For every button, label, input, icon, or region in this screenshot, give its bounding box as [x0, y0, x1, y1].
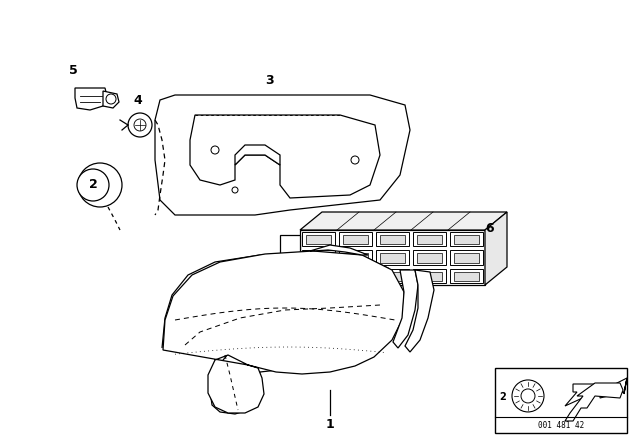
- Polygon shape: [565, 378, 627, 406]
- Bar: [302, 232, 335, 246]
- Bar: [302, 250, 335, 265]
- Bar: [495, 368, 627, 433]
- Bar: [343, 253, 368, 263]
- Circle shape: [521, 389, 535, 403]
- Bar: [339, 269, 372, 283]
- Text: 4: 4: [134, 94, 142, 107]
- Circle shape: [134, 119, 146, 131]
- Bar: [300, 230, 485, 285]
- Text: 1: 1: [326, 418, 334, 431]
- Text: 6: 6: [486, 221, 494, 234]
- Circle shape: [106, 94, 116, 104]
- Bar: [454, 253, 479, 263]
- Bar: [413, 269, 446, 283]
- Circle shape: [128, 113, 152, 137]
- Bar: [454, 235, 479, 244]
- Polygon shape: [75, 88, 107, 110]
- Circle shape: [77, 169, 109, 201]
- Bar: [376, 250, 409, 265]
- Text: 3: 3: [266, 73, 275, 86]
- Bar: [376, 269, 409, 283]
- Bar: [380, 235, 405, 244]
- Bar: [280, 235, 300, 275]
- Bar: [376, 232, 409, 246]
- Bar: [306, 253, 331, 263]
- Bar: [380, 271, 405, 281]
- Bar: [417, 253, 442, 263]
- Polygon shape: [190, 115, 380, 198]
- Circle shape: [512, 380, 544, 412]
- Polygon shape: [162, 252, 402, 414]
- Polygon shape: [155, 95, 410, 215]
- Bar: [450, 250, 483, 265]
- Polygon shape: [405, 270, 434, 352]
- Circle shape: [351, 156, 359, 164]
- Text: 5: 5: [68, 64, 77, 77]
- Circle shape: [78, 163, 122, 207]
- Bar: [343, 271, 368, 281]
- Bar: [450, 269, 483, 283]
- Polygon shape: [163, 251, 404, 413]
- Bar: [417, 271, 442, 281]
- Text: 2: 2: [500, 392, 506, 402]
- Bar: [339, 250, 372, 265]
- Polygon shape: [103, 91, 119, 108]
- Circle shape: [211, 146, 219, 154]
- Polygon shape: [393, 270, 418, 348]
- Bar: [450, 232, 483, 246]
- Bar: [380, 253, 405, 263]
- Polygon shape: [485, 212, 507, 285]
- Bar: [454, 271, 479, 281]
- Bar: [306, 235, 331, 244]
- Polygon shape: [235, 145, 280, 165]
- Text: 2: 2: [88, 178, 97, 191]
- Bar: [306, 271, 331, 281]
- Polygon shape: [565, 383, 623, 421]
- Bar: [417, 235, 442, 244]
- Bar: [343, 235, 368, 244]
- Text: 001 481 42: 001 481 42: [538, 421, 584, 430]
- Bar: [302, 269, 335, 283]
- Bar: [339, 232, 372, 246]
- Circle shape: [232, 187, 238, 193]
- Polygon shape: [310, 245, 368, 255]
- Bar: [413, 232, 446, 246]
- Bar: [413, 250, 446, 265]
- Polygon shape: [300, 212, 507, 230]
